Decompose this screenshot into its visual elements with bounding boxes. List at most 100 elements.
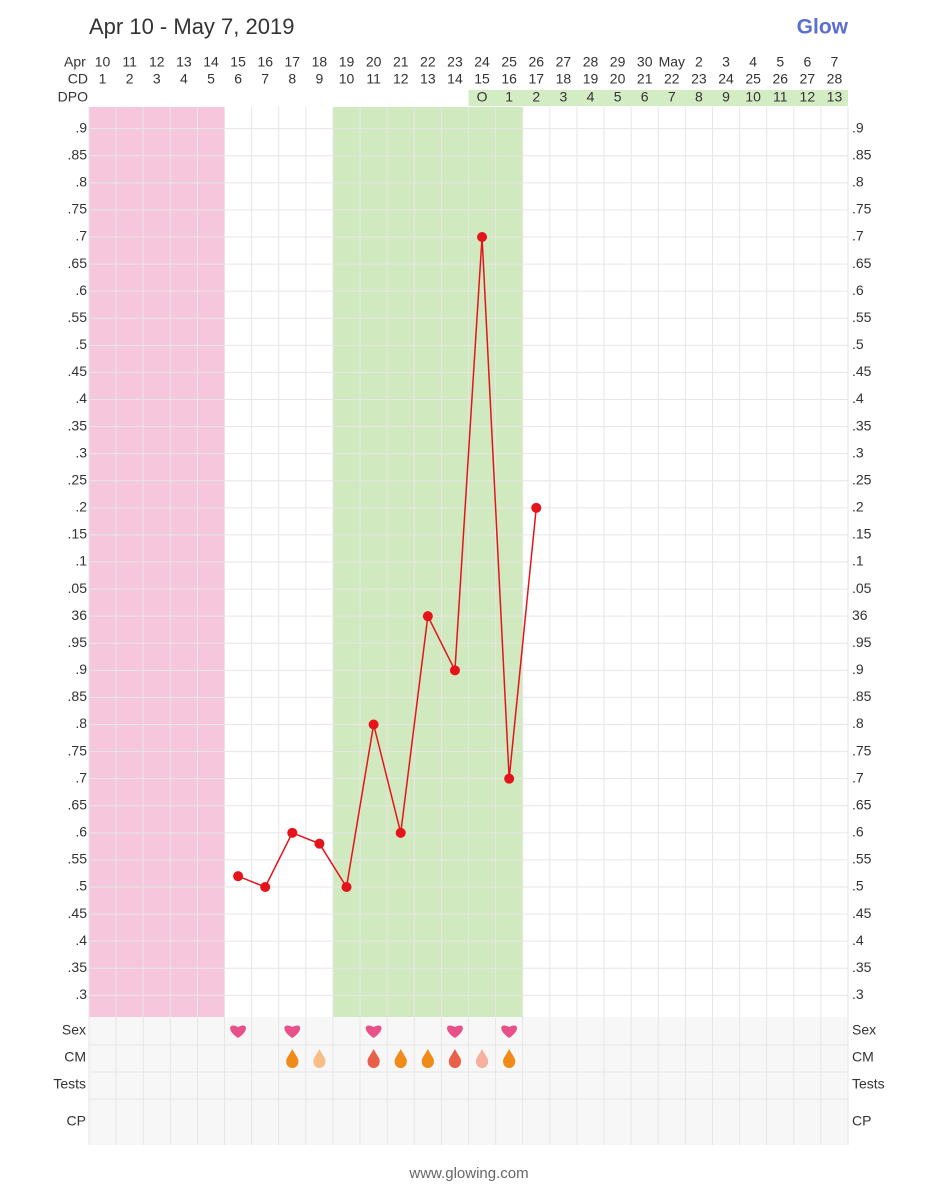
y-tick-label-right: .65 (852, 796, 872, 812)
dpo-value: 5 (614, 89, 622, 105)
month-label: Apr (64, 54, 86, 70)
y-tick-label-right: .8 (852, 174, 864, 190)
y-tick-label: .8 (75, 715, 87, 731)
date-label: 15 (230, 54, 246, 70)
date-label: 7 (831, 54, 839, 70)
cm-icon (503, 1049, 516, 1068)
temperature-point (341, 882, 352, 892)
y-tick-label-right: .45 (852, 363, 872, 379)
y-tick-label: .35 (68, 417, 88, 433)
dpo-value: 11 (773, 89, 788, 105)
y-tick-label-right: .7 (852, 769, 864, 785)
y-tick-label-right: .3 (852, 444, 864, 460)
y-tick-label: .5 (75, 336, 87, 352)
y-tick-label: .2 (75, 499, 87, 515)
date-label: 3 (722, 54, 730, 70)
cd-value: 21 (637, 71, 653, 87)
y-tick-label: .15 (68, 526, 88, 542)
cd-value: 23 (691, 71, 707, 87)
temperature-point (287, 827, 298, 838)
y-tick-label-right: .15 (852, 526, 872, 542)
date-label: 26 (528, 54, 544, 70)
dpo-value: 7 (668, 89, 676, 105)
footer: www.glowing.com (408, 1165, 528, 1182)
cd-value: 6 (234, 71, 242, 87)
y-tick-label-right: .85 (852, 146, 872, 162)
y-tick-label-right: .8 (852, 715, 864, 731)
cd-label: CD (68, 71, 88, 87)
y-tick-label-right: .55 (852, 851, 872, 867)
y-tick-label: .9 (75, 119, 87, 135)
date-label: 24 (474, 54, 490, 70)
y-tick-label: .85 (68, 688, 88, 704)
date-label: 13 (176, 54, 192, 70)
row-label: CM (64, 1049, 86, 1065)
sex-heart (230, 1025, 247, 1038)
cd-value: 18 (556, 71, 572, 87)
y-tick-label-right: .35 (852, 959, 872, 975)
y-tick-label-right: .6 (852, 282, 864, 298)
y-tick-label-right: .9 (852, 119, 864, 135)
cd-value: 24 (718, 71, 734, 87)
cd-value: 22 (664, 71, 680, 87)
cd-value: 13 (420, 71, 436, 87)
cm-icon (448, 1049, 462, 1068)
y-tick-label-right: .45 (852, 905, 872, 921)
date-label: 25 (501, 54, 517, 70)
y-tick-label-right: .35 (852, 417, 872, 433)
y-tick-label-right: .85 (852, 688, 872, 704)
cd-value: 27 (800, 71, 816, 87)
y-tick-label-right: .95 (852, 634, 872, 650)
cm-icon (421, 1049, 434, 1068)
temperature-point (260, 882, 271, 892)
date-label: 10 (95, 54, 111, 70)
y-tick-label-right: .75 (852, 201, 872, 217)
cd-value: 12 (393, 71, 409, 87)
cd-value: 2 (126, 71, 134, 87)
cd-value: 25 (745, 71, 761, 87)
y-tick-label-right: .9 (852, 661, 864, 677)
temperature-point (531, 502, 542, 513)
sex-heart (501, 1025, 518, 1038)
dpo-value: 10 (745, 89, 761, 105)
y-tick-label: .7 (75, 228, 87, 244)
y-tick-label: .8 (75, 174, 87, 190)
date-label: 12 (149, 54, 165, 70)
y-tick-label: .6 (75, 824, 87, 840)
row-label-right: CP (852, 1113, 871, 1129)
y-tick-label: .05 (68, 580, 88, 596)
y-tick-label: .7 (75, 769, 87, 785)
dpo-value: 2 (532, 89, 540, 105)
temperature-point (504, 773, 515, 784)
y-tick-label: .1 (75, 553, 87, 569)
temperature-line (237, 236, 538, 890)
y-tick-label-right: .5 (852, 878, 864, 894)
cm-icon (475, 1049, 489, 1068)
date-label: 30 (637, 54, 653, 70)
chart-title: Apr 10 - May 7, 2019 (89, 14, 294, 39)
date-label: 6 (803, 54, 811, 70)
cd-value: 11 (366, 71, 381, 87)
dpo-value: 8 (695, 89, 703, 105)
sex-heart (365, 1025, 382, 1038)
logo: Glow (797, 16, 849, 39)
date-label: 18 (312, 54, 328, 70)
dpo-value: O (477, 89, 488, 105)
y-tick-label: .45 (68, 905, 88, 921)
y-tick-label: .65 (68, 796, 88, 812)
cd-value: 19 (583, 71, 599, 87)
temperature-point (422, 611, 433, 622)
cd-value: 15 (474, 71, 490, 87)
y-tick-label: .4 (75, 390, 87, 406)
cd-value: 26 (772, 71, 788, 87)
y-tick-label-right: .55 (852, 309, 872, 325)
row-label: CP (67, 1113, 86, 1129)
y-tick-label: .3 (75, 986, 87, 1002)
y-tick-label: .65 (68, 255, 88, 271)
y-tick-label: .6 (75, 282, 87, 298)
date-label: 22 (420, 54, 436, 70)
date-label: 17 (285, 54, 301, 70)
y-tick-label: .85 (68, 146, 88, 162)
